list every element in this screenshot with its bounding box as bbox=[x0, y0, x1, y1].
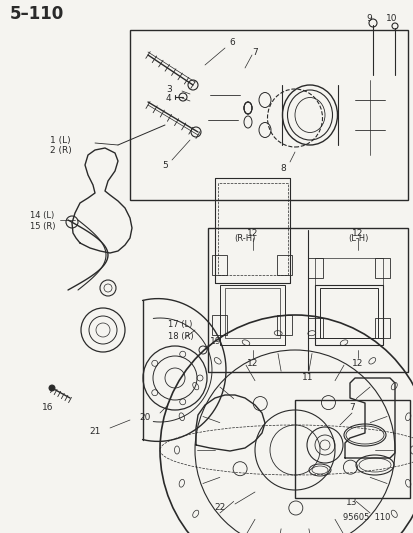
Text: 95605  110: 95605 110 bbox=[342, 513, 389, 522]
Bar bbox=[374, 258, 389, 278]
Bar bbox=[314, 285, 382, 345]
Bar bbox=[319, 288, 377, 338]
Bar bbox=[314, 258, 382, 338]
Text: 5–110: 5–110 bbox=[10, 5, 64, 23]
Text: 7: 7 bbox=[348, 403, 354, 413]
Text: (R-H): (R-H) bbox=[234, 233, 255, 243]
Text: 14 (L): 14 (L) bbox=[30, 211, 54, 220]
Bar bbox=[276, 255, 291, 275]
Text: (L-H): (L-H) bbox=[347, 233, 367, 243]
Bar bbox=[374, 318, 389, 338]
Text: 12: 12 bbox=[247, 229, 258, 238]
Bar bbox=[307, 318, 322, 338]
Text: 5: 5 bbox=[162, 160, 167, 169]
Text: 19: 19 bbox=[209, 337, 221, 346]
Text: 11: 11 bbox=[301, 373, 313, 382]
Text: 2 (R): 2 (R) bbox=[50, 146, 71, 155]
Text: 16: 16 bbox=[42, 403, 54, 413]
Text: 12: 12 bbox=[351, 359, 363, 367]
Text: 21: 21 bbox=[89, 427, 100, 437]
Text: 13: 13 bbox=[345, 498, 357, 507]
Text: 8: 8 bbox=[280, 164, 285, 173]
Bar bbox=[207, 228, 407, 372]
Text: 10: 10 bbox=[385, 13, 397, 22]
Bar bbox=[224, 288, 279, 338]
Text: 20: 20 bbox=[139, 414, 150, 423]
Text: 15 (R): 15 (R) bbox=[30, 222, 55, 230]
Text: 22: 22 bbox=[214, 504, 225, 513]
Bar bbox=[307, 258, 322, 278]
Circle shape bbox=[49, 385, 55, 391]
Text: 1 (L): 1 (L) bbox=[50, 135, 71, 144]
Bar bbox=[276, 315, 291, 335]
Bar bbox=[294, 400, 409, 498]
Text: 7: 7 bbox=[252, 47, 257, 56]
Bar bbox=[211, 315, 226, 335]
Text: 12: 12 bbox=[351, 229, 363, 238]
Text: 4: 4 bbox=[166, 93, 171, 102]
Text: 6: 6 bbox=[228, 37, 234, 46]
Text: 18 (R): 18 (R) bbox=[168, 332, 193, 341]
Text: 3: 3 bbox=[166, 85, 171, 93]
Text: 17 (L): 17 (L) bbox=[168, 320, 192, 329]
Bar bbox=[219, 285, 284, 345]
Text: 12: 12 bbox=[247, 359, 258, 367]
Bar bbox=[130, 30, 407, 200]
Text: 9: 9 bbox=[365, 13, 371, 22]
Bar bbox=[211, 255, 226, 275]
